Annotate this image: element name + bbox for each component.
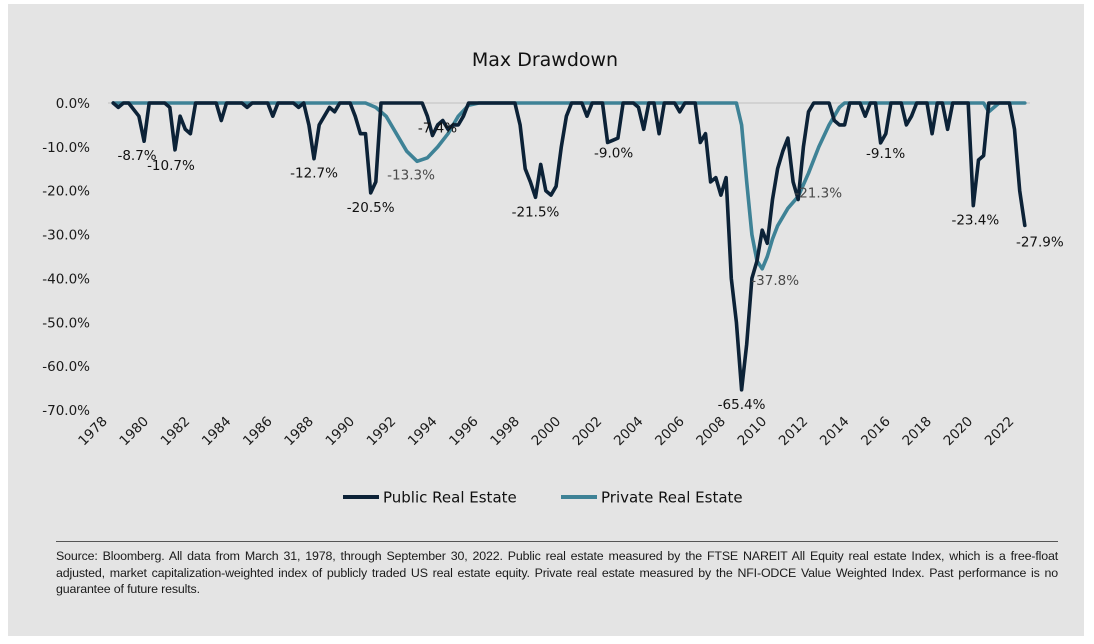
x-tick-label: 1994 [405,414,441,450]
series-lines [111,101,1027,392]
drawdown-annotation: -20.5% [347,200,395,216]
x-tick-label: 2016 [858,414,894,450]
x-tick-label: 2012 [776,414,812,450]
footnote-divider [56,541,1058,542]
source-footnote: Source: Bloomberg. All data from March 3… [56,549,1058,597]
x-tick-label: 1998 [487,414,523,450]
private-real-estate-line [111,101,1027,271]
drawdown-annotation: -7.4% [418,120,457,136]
x-axis-ticks: 1978 1980 1982 1984 1986 1988 1990 1992 1994 1996… [75,414,1017,450]
x-tick-label: 1992 [364,414,400,450]
x-tick-label: 1980 [116,414,152,450]
chart-panel: Max Drawdown 0.0% -10.0% -20.0% -30.0% -40.0… [8,4,1084,636]
drawdown-annotations: -8.7%-10.7% -12.7% -20.5% -7.4% -13.3% -21.5%… [117,120,1063,412]
drawdown-annotation: -10.7% [147,158,195,174]
x-tick-label: 2004 [611,414,647,450]
y-tick-label: -50.0% [42,315,90,331]
drawdown-annotation: -13.3% [387,167,435,183]
drawdown-annotation: -65.4% [718,397,766,413]
chart-title: Max Drawdown [472,49,618,71]
x-tick-label: 2020 [941,414,977,450]
y-tick-label: -10.0% [42,140,90,156]
x-tick-label: 1990 [322,414,358,450]
x-tick-label: 2008 [693,414,729,450]
x-tick-label: 2022 [982,414,1018,450]
x-tick-label: 2018 [899,414,935,450]
drawdown-annotation: -9.0% [594,145,633,161]
drawdown-annotation: -21.3% [794,185,842,201]
x-tick-label: 1984 [199,414,235,450]
drawdown-annotation: -8.7% [117,148,156,164]
y-axis-ticks: 0.0% -10.0% -20.0% -30.0% -40.0% -50.0% -60.0%… [42,96,90,419]
drawdown-annotation: -23.4% [951,213,999,229]
drawdown-annotation: -27.9% [1016,234,1064,250]
drawdown-annotation: -9.1% [866,146,905,162]
y-tick-label: -60.0% [42,359,90,375]
y-tick-label: -40.0% [42,271,90,287]
drawdown-annotation: -21.5% [512,204,560,220]
drawdown-annotation: -12.7% [290,166,338,182]
y-tick-label: -20.0% [42,184,90,200]
drawdown-annotation: -37.8% [751,273,799,289]
x-tick-label: 2002 [570,414,606,450]
x-tick-label: 2010 [735,414,771,450]
x-tick-label: 2014 [817,414,853,450]
y-tick-label: 0.0% [56,96,90,112]
x-tick-label: 1988 [281,414,317,450]
legend: Public Real Estate Private Real Estate [343,489,743,507]
public-real-estate-line [111,101,1027,392]
x-tick-label: 2006 [652,414,688,450]
legend-label: Public Real Estate [383,489,517,507]
x-tick-label: 1982 [158,414,194,450]
x-tick-label: 2000 [528,414,564,450]
y-tick-label: -30.0% [42,228,90,244]
y-tick-label: -70.0% [42,403,90,419]
legend-label: Private Real Estate [601,489,743,507]
x-tick-label: 1986 [240,414,276,450]
drawdown-chart: Max Drawdown 0.0% -10.0% -20.0% -30.0% -40.0… [42,49,1064,507]
x-tick-label: 1996 [446,414,482,450]
